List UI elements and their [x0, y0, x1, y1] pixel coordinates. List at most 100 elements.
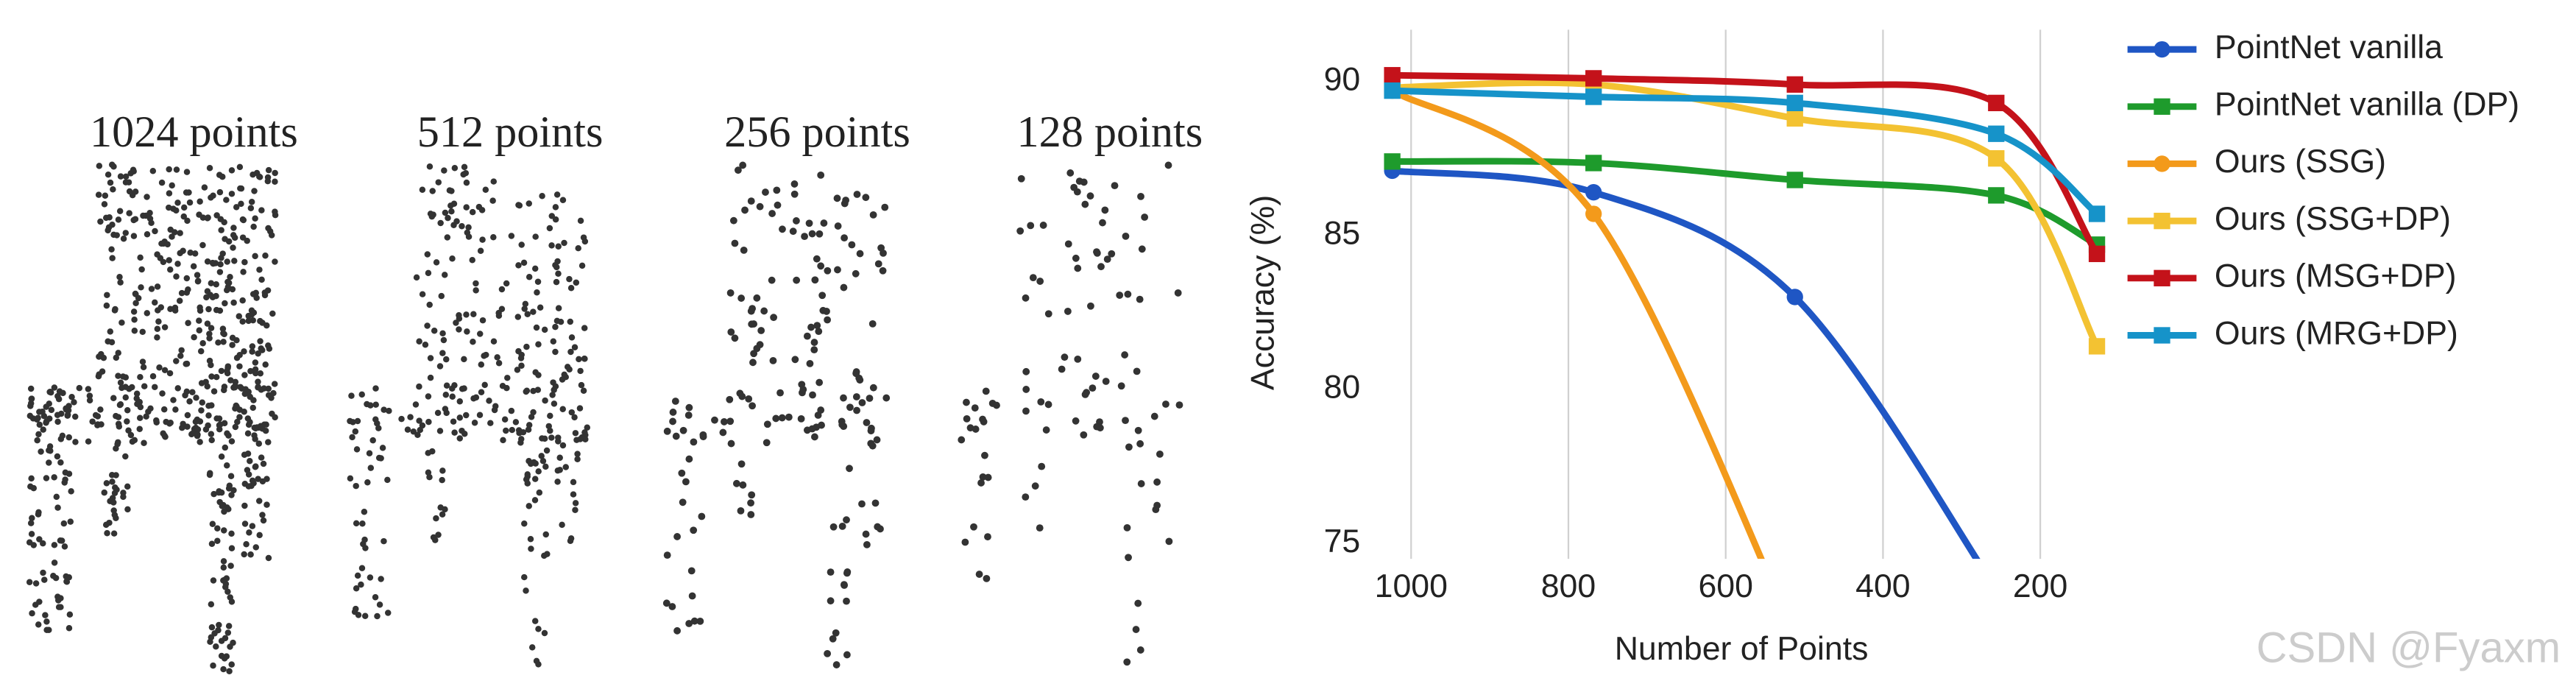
- point: [810, 346, 818, 354]
- point: [479, 236, 486, 243]
- point: [113, 445, 119, 452]
- point: [137, 373, 144, 381]
- point: [535, 372, 542, 378]
- point: [259, 512, 266, 518]
- point: [216, 415, 223, 422]
- point: [568, 334, 576, 341]
- point: [662, 599, 670, 607]
- point: [97, 406, 104, 413]
- point: [422, 341, 429, 348]
- point: [240, 269, 247, 275]
- point: [124, 407, 131, 414]
- point: [416, 417, 422, 424]
- legend-label: Ours (MRG+DP): [2215, 315, 2458, 351]
- point: [236, 163, 244, 171]
- point: [255, 384, 261, 391]
- point: [478, 361, 485, 368]
- point: [236, 363, 243, 370]
- point: [144, 194, 150, 200]
- point: [228, 661, 235, 668]
- point: [206, 331, 213, 337]
- point: [120, 493, 127, 501]
- point: [161, 432, 168, 439]
- point: [244, 467, 251, 473]
- point: [435, 532, 442, 538]
- point: [249, 477, 256, 484]
- point: [980, 417, 988, 426]
- point: [719, 428, 727, 437]
- point: [534, 289, 540, 296]
- point: [180, 247, 186, 255]
- point: [427, 211, 434, 217]
- point: [364, 479, 371, 486]
- point: [252, 215, 258, 222]
- point: [1089, 384, 1097, 392]
- point: [465, 233, 473, 240]
- point: [841, 200, 849, 208]
- panel-title: 256 points: [724, 107, 910, 157]
- point: [747, 511, 755, 518]
- point: [547, 427, 553, 434]
- point: [218, 227, 224, 233]
- point: [539, 192, 545, 200]
- point: [1141, 213, 1149, 221]
- marker: [1585, 88, 1602, 105]
- point: [358, 581, 364, 588]
- point: [213, 643, 219, 650]
- y-tick-label: 90: [1324, 61, 1361, 97]
- point: [542, 531, 549, 538]
- point: [1027, 222, 1035, 230]
- point: [155, 307, 161, 314]
- point: [441, 167, 447, 174]
- point: [372, 385, 379, 392]
- point: [668, 603, 676, 610]
- point: [486, 398, 492, 404]
- point: [463, 204, 470, 211]
- point: [404, 426, 411, 433]
- point: [43, 475, 50, 481]
- point: [110, 163, 117, 170]
- point: [219, 325, 227, 332]
- point: [126, 210, 132, 216]
- point: [550, 338, 557, 345]
- point: [224, 370, 231, 377]
- point: [535, 468, 542, 475]
- point: [687, 567, 696, 575]
- point: [158, 179, 166, 186]
- point: [183, 169, 191, 175]
- point: [223, 197, 230, 203]
- point: [970, 523, 977, 531]
- point: [223, 653, 230, 660]
- point: [95, 191, 102, 198]
- point: [165, 204, 172, 211]
- marker: [1585, 205, 1602, 222]
- point: [183, 361, 189, 367]
- point: [1103, 255, 1111, 264]
- point: [222, 444, 229, 451]
- point: [350, 419, 356, 426]
- point: [210, 192, 216, 199]
- point: [174, 385, 181, 392]
- point: [416, 338, 422, 345]
- point: [531, 265, 539, 272]
- point: [201, 184, 208, 191]
- point: [152, 384, 158, 391]
- point: [768, 210, 776, 217]
- point: [436, 363, 444, 370]
- point: [36, 599, 43, 605]
- point: [213, 212, 220, 219]
- point: [843, 568, 852, 576]
- point: [843, 516, 850, 524]
- point: [238, 200, 244, 208]
- point: [869, 211, 877, 219]
- point: [72, 439, 79, 445]
- point: [843, 597, 850, 605]
- point: [228, 492, 235, 498]
- point: [258, 454, 265, 461]
- point: [679, 498, 687, 506]
- point: [817, 262, 825, 270]
- point: [463, 179, 470, 186]
- point: [122, 453, 129, 460]
- point: [726, 395, 734, 403]
- legend: PointNet vanilla PointNet vanilla (DP) Our…: [2127, 29, 2519, 351]
